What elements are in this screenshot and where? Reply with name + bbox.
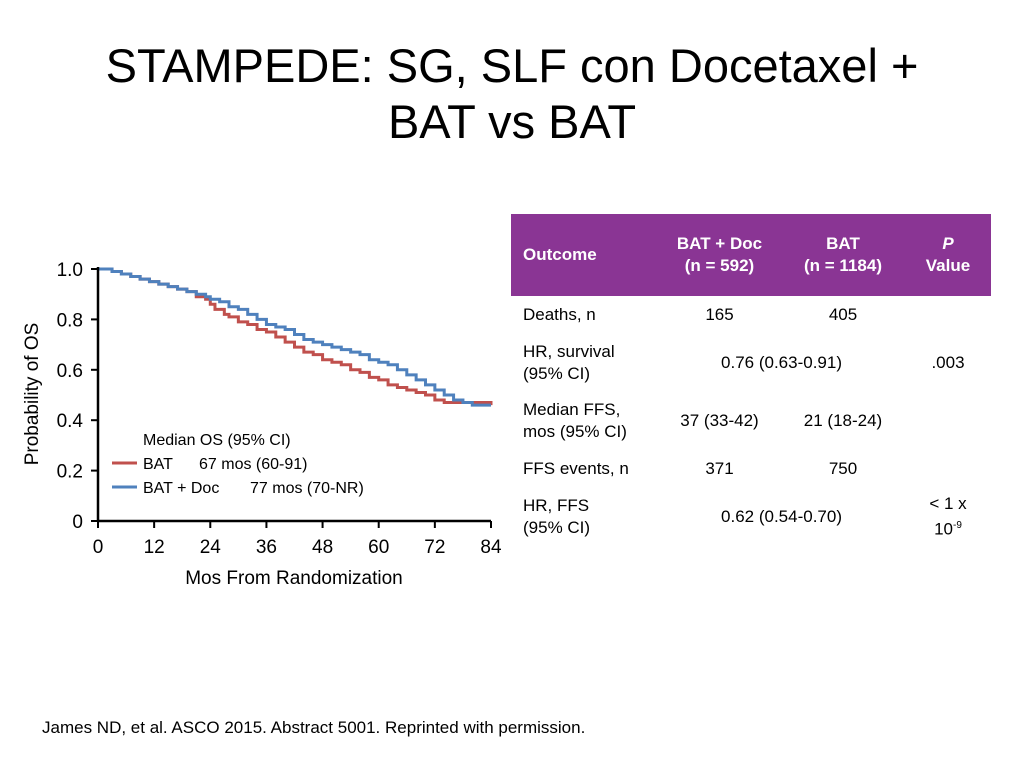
- row-label-median-ffs-line2: mos (95% CI): [523, 422, 627, 441]
- x-tick-label: 0: [93, 537, 104, 558]
- cell-median-ffs-p: [905, 392, 991, 450]
- cell-deaths-p: [905, 296, 991, 334]
- header-bat-doc-line2: (n = 592): [684, 256, 755, 275]
- title-line-2: BAT vs BAT: [387, 95, 637, 148]
- y-tick-label: 0: [72, 512, 83, 533]
- y-tick-label: 0.8: [57, 310, 83, 331]
- cell-ffs-events-doc: 371: [705, 459, 734, 478]
- cell-deaths-bat: 405: [828, 305, 858, 324]
- cell-hr-survival-p: .003: [931, 353, 965, 372]
- km-survival-chart: 0 12 24 36 48 60 72 84 0 0.2 0.4 0.6 0.8 1.0 Probabil…: [22, 260, 502, 589]
- cell-ffs-events-p: [905, 450, 991, 488]
- row-label-hr-survival: HR, survival (95% CI): [511, 334, 658, 392]
- header-p-line2: Value: [925, 256, 971, 275]
- title-line-1: STAMPEDE: SG, SLF con Docetaxel +: [105, 39, 919, 92]
- table-row: Median FFS, mos (95% CI) 37 (33-42) 21 (…: [511, 392, 991, 450]
- slide-title: STAMPEDE: SG, SLF con Docetaxel + BAT vs…: [40, 38, 984, 150]
- cell-median-ffs-doc: 37 (33-42): [680, 411, 759, 430]
- y-tick-label: 0.4: [57, 411, 84, 432]
- cell-deaths-doc: 165: [705, 305, 734, 324]
- header-outcome: Outcome: [511, 214, 658, 296]
- header-bat: BAT (n = 1184): [781, 214, 905, 296]
- header-bat-doc: BAT + Doc (n = 592): [658, 214, 781, 296]
- plot-lines: [98, 267, 493, 407]
- cell-hr-ffs: 0.62 (0.54-0.70): [721, 507, 842, 526]
- row-label-hr-ffs-line1: HR, FFS: [523, 496, 590, 515]
- y-tick-label: 0.6: [57, 361, 83, 382]
- x-tick-label: 12: [144, 537, 165, 558]
- x-tick-label: 72: [424, 537, 445, 558]
- row-label-deaths: Deaths, n: [523, 305, 596, 324]
- y-axis-label: Probability of OS: [22, 323, 43, 466]
- header-bat-line1: BAT: [826, 234, 860, 253]
- row-label-hr-survival-line1: HR, survival: [523, 342, 615, 361]
- row-label-median-ffs: Median FFS, mos (95% CI): [511, 392, 658, 450]
- axes: 0 12 24 36 48 60 72 84 0 0.2 0.4 0.6 0.8 1.0: [57, 260, 502, 558]
- p-base: 10: [934, 519, 953, 539]
- y-tick-label: 1.0: [57, 260, 83, 281]
- x-tick-label: 24: [200, 537, 222, 558]
- legend-value-bat: 67 mos (60-91): [199, 456, 308, 473]
- legend-value-bat-doc: 77 mos (70-NR): [250, 480, 364, 497]
- header-bat-line2: (n = 1184): [804, 256, 882, 275]
- legend: Median OS (95% CI) BAT 67 mos (60-91) BA…: [112, 432, 364, 497]
- cell-hr-survival: 0.76 (0.63-0.91): [721, 353, 842, 372]
- table-row: HR, FFS (95% CI) 0.62 (0.54-0.70) < 1 x …: [511, 488, 991, 546]
- legend-title: Median OS (95% CI): [143, 432, 291, 449]
- cell-hr-ffs-p-line2: 10-9: [911, 515, 985, 541]
- footnote: James ND, et al. ASCO 2015. Abstract 500…: [42, 718, 586, 737]
- row-label-median-ffs-line1: Median FFS,: [523, 400, 621, 419]
- p-exponent: -9: [953, 520, 962, 532]
- table-row: FFS events, n 371 750: [511, 450, 991, 488]
- cell-ffs-events-bat: 750: [828, 459, 858, 478]
- row-label-hr-ffs-line2: (95% CI): [523, 518, 591, 537]
- y-tick-label: 0.2: [57, 462, 83, 483]
- series-line-bat-doc: [98, 267, 491, 407]
- x-tick-label: 84: [480, 537, 502, 558]
- cell-median-ffs-bat: 21 (18-24): [803, 411, 883, 430]
- header-bat-doc-line1: BAT + Doc: [676, 234, 763, 253]
- row-label-hr-survival-line2: (95% CI): [523, 364, 591, 383]
- table-header-row: Outcome BAT + Doc (n = 592) BAT (n = 118…: [511, 214, 991, 296]
- cell-hr-ffs-p-line1: < 1 x: [929, 494, 967, 514]
- header-p-value: P Value: [905, 214, 991, 296]
- header-p-line1: P: [942, 234, 954, 253]
- row-label-hr-ffs: HR, FFS (95% CI): [511, 488, 658, 546]
- legend-label-bat-doc: BAT + Doc: [143, 480, 219, 497]
- table-row: HR, survival (95% CI) 0.76 (0.63-0.91) .…: [511, 334, 991, 392]
- table-row: Deaths, n 165 405: [511, 296, 991, 334]
- cell-hr-ffs-p: < 1 x 10-9: [905, 488, 991, 546]
- x-axis-label: Mos From Randomization: [185, 568, 403, 589]
- x-tick-label: 60: [368, 537, 389, 558]
- legend-label-bat: BAT: [143, 456, 173, 473]
- x-tick-label: 36: [256, 537, 277, 558]
- x-tick-label: 48: [312, 537, 333, 558]
- row-label-ffs-events: FFS events, n: [523, 459, 629, 478]
- results-table: Outcome BAT + Doc (n = 592) BAT (n = 118…: [511, 214, 991, 546]
